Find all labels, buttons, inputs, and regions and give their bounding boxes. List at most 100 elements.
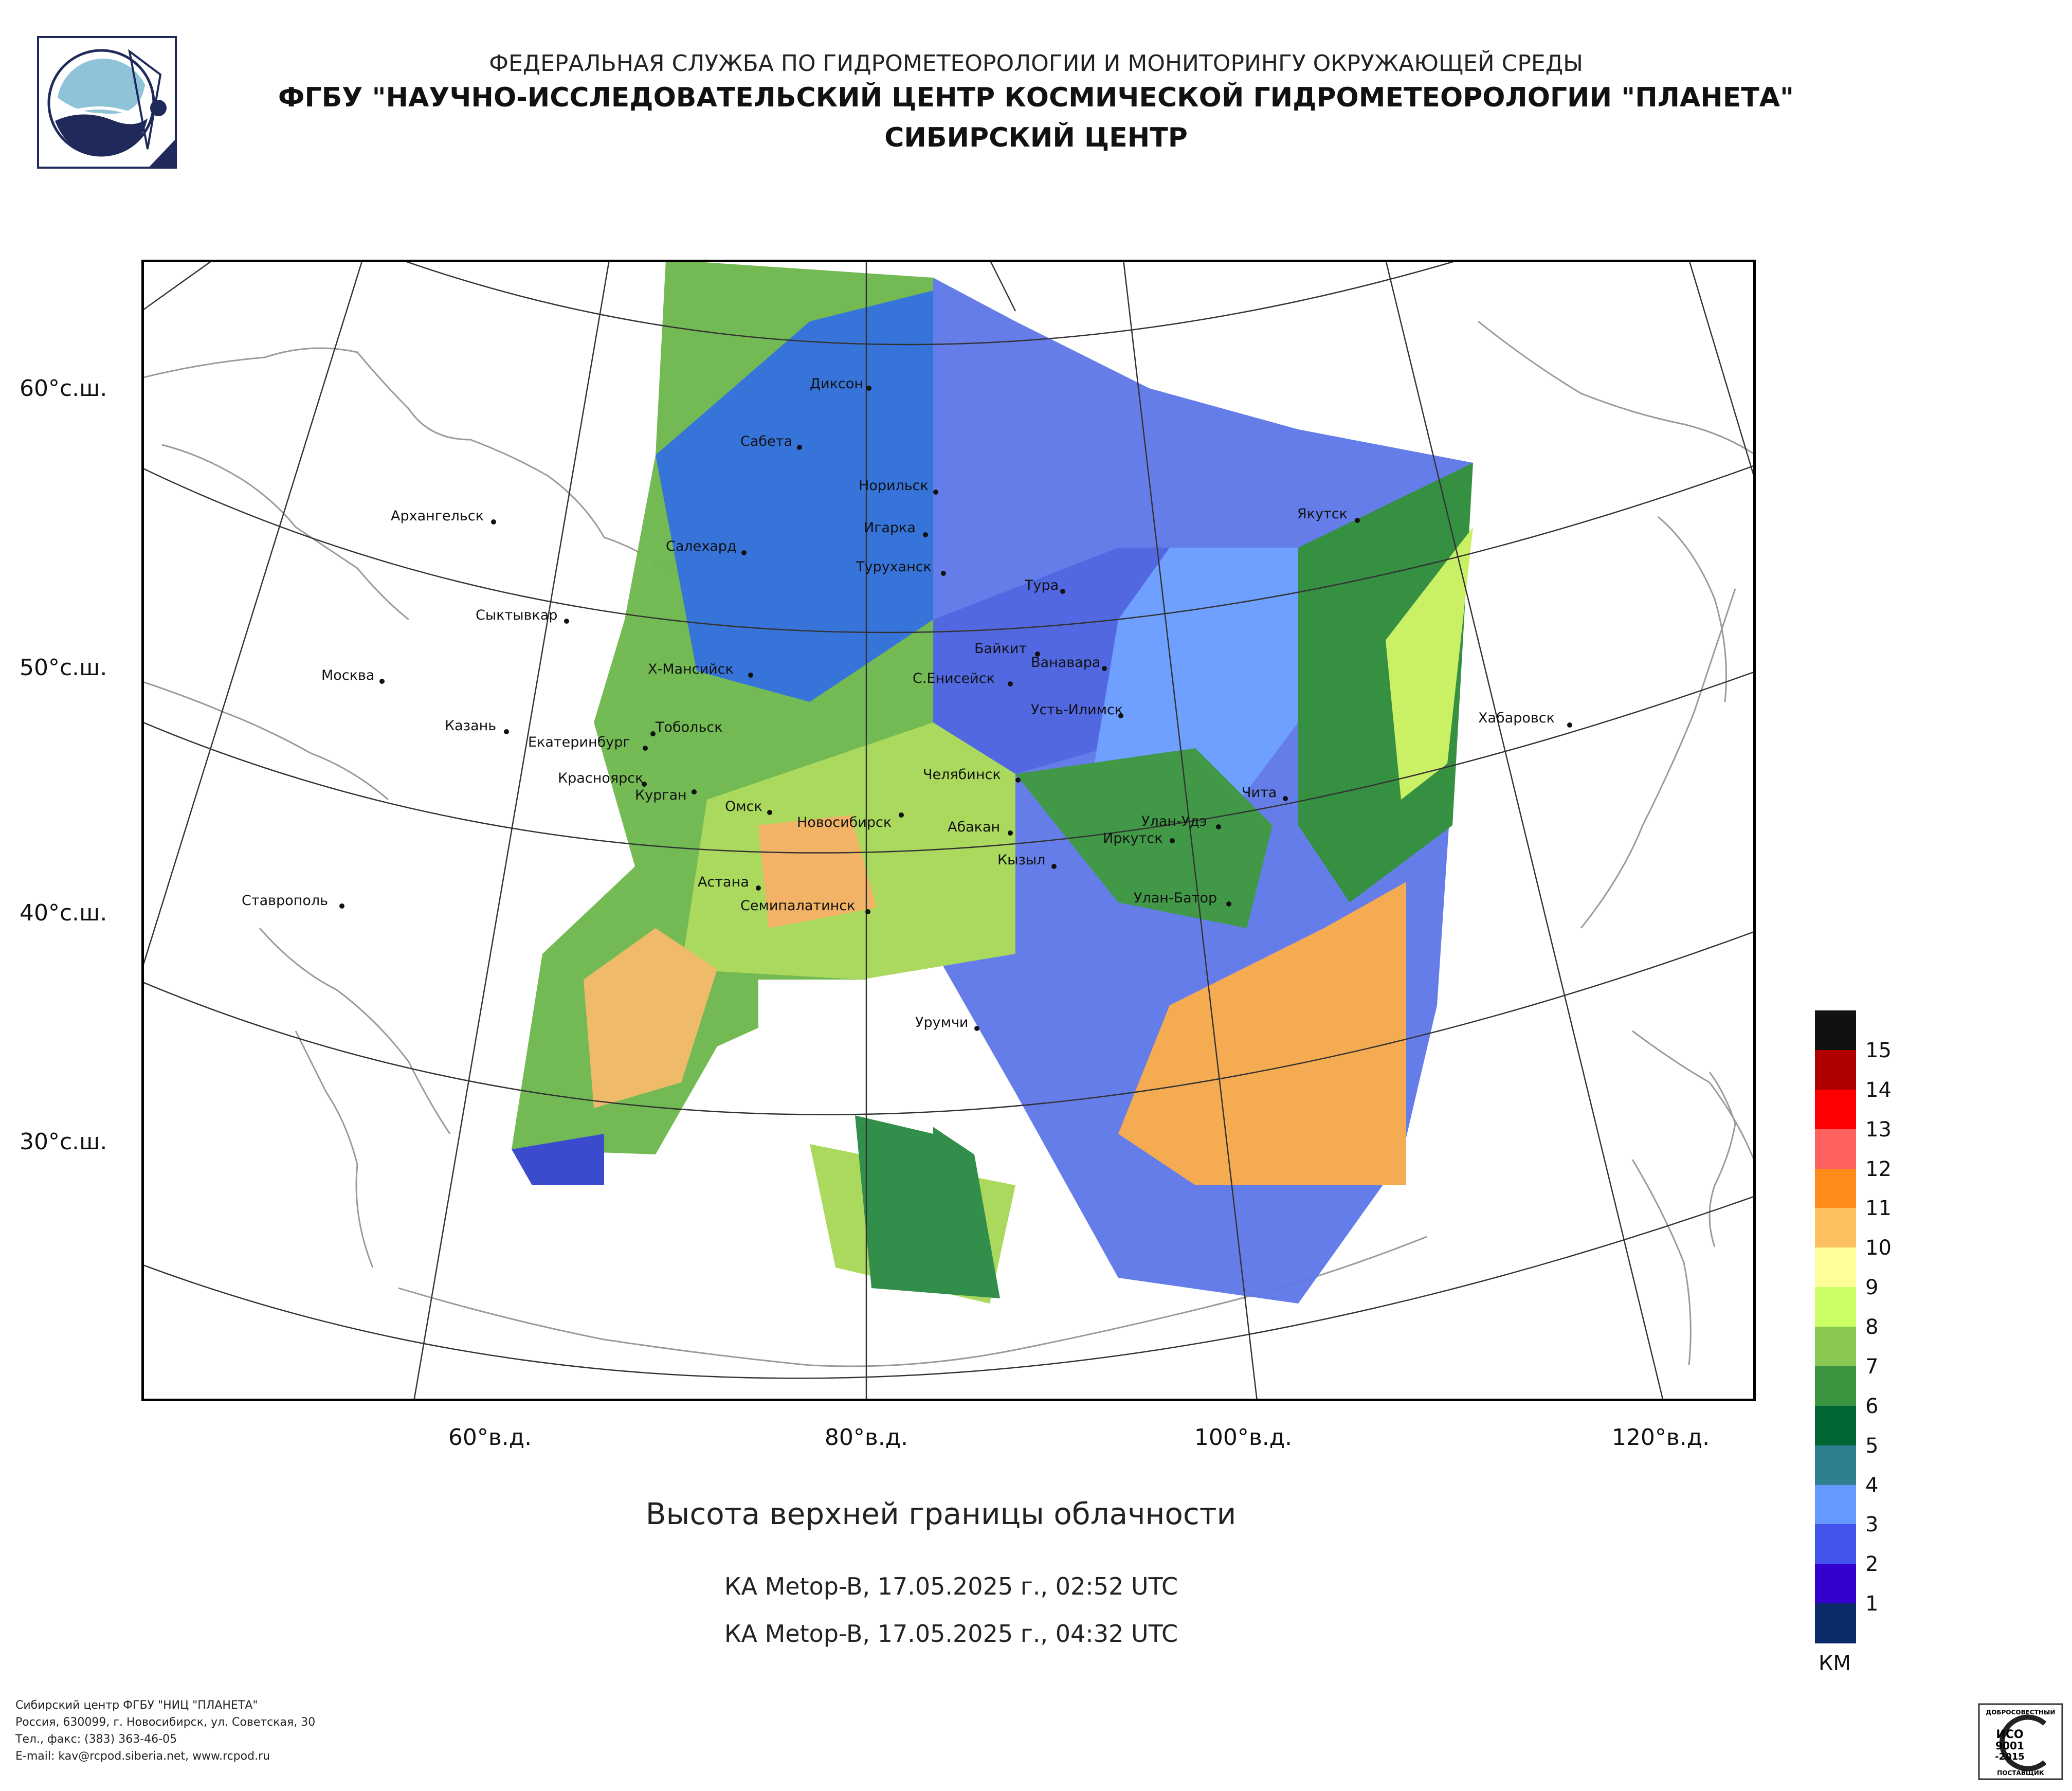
- legend-label: 9: [1865, 1276, 1879, 1300]
- svg-text:Омск: Омск: [725, 799, 762, 815]
- city-urumqi: Урумчи: [915, 1015, 979, 1031]
- legend-swatch: [1815, 1603, 1856, 1643]
- city-s-yeniseysk: С.Енисейск: [913, 671, 1013, 686]
- svg-text:Салехард: Салехард: [666, 538, 737, 554]
- legend-label: 4: [1865, 1473, 1879, 1497]
- footer-line: Россия, 630099, г. Новосибирск, ул. Сове…: [15, 1716, 316, 1729]
- map-frame: [141, 260, 1756, 1401]
- city-kurgan: Курган: [635, 787, 697, 803]
- satellite-swath: [512, 260, 1473, 1304]
- svg-text:Кызыл: Кызыл: [997, 852, 1045, 868]
- svg-text:ДОБРОСОВЕСТНЫЙ: ДОБРОСОВЕСТНЫЙ: [1986, 1708, 2056, 1716]
- city-yakutsk: Якутск: [1297, 506, 1360, 523]
- legend-swatch: [1815, 1129, 1856, 1169]
- city-salekhard: Салехард: [666, 538, 747, 555]
- header-agency: ФЕДЕРАЛЬНАЯ СЛУЖБА ПО ГИДРОМЕТЕОРОЛОГИИ …: [489, 50, 1583, 77]
- city-baykit: Байкит: [974, 641, 1040, 657]
- city-chelyabinsk: Красноярск: [558, 770, 647, 787]
- legend-label: 2: [1865, 1552, 1879, 1577]
- legend-label: 13: [1865, 1117, 1892, 1142]
- svg-text:Казань: Казань: [445, 718, 496, 734]
- city-turukhansk: Туруханск: [856, 559, 946, 576]
- lon-label-120: 120°в.д.: [1611, 1424, 1710, 1451]
- svg-text:Норильск: Норильск: [859, 478, 929, 494]
- header-institute: ФГБУ "НАУЧНО-ИССЛЕДОВАТЕЛЬСКИЙ ЦЕНТР КОС…: [278, 82, 1794, 113]
- legend-label: 10: [1865, 1236, 1892, 1260]
- city-ust-ilimsk: Усть-Илимск: [1031, 702, 1123, 718]
- legend-swatch: [1815, 1050, 1856, 1090]
- city-abakan: Абакан: [948, 819, 1013, 836]
- svg-text:Екатеринбург: Екатеринбург: [528, 734, 630, 750]
- svg-text:Иркутск: Иркутск: [1103, 830, 1163, 846]
- svg-text:Х-Мансийск: Х-Мансийск: [648, 661, 734, 677]
- map-title: Высота верхней границы облачности: [645, 1496, 1237, 1531]
- svg-text:Ванавара: Ванавара: [1031, 655, 1100, 671]
- city-ulan-bator: Улан-Батор: [1134, 890, 1231, 907]
- legend-label: 12: [1865, 1157, 1892, 1181]
- coastline-borders: [141, 320, 1756, 1367]
- city-dikson: Диксон: [810, 376, 871, 392]
- svg-text:9001: 9001: [1995, 1740, 2024, 1752]
- city-stavropol: Ставрополь: [242, 893, 344, 909]
- svg-text:-2015: -2015: [1995, 1751, 2025, 1762]
- legend-label: 14: [1865, 1078, 1892, 1102]
- svg-text:Абакан: Абакан: [948, 819, 1000, 835]
- lat-label-40: 40°с.ш.: [20, 900, 107, 926]
- svg-text:Челябинск: Челябинск: [923, 767, 1001, 783]
- svg-text:Тура: Тура: [1024, 577, 1059, 593]
- legend-swatch: [1815, 1524, 1856, 1565]
- svg-text:Усть-Илимск: Усть-Илимск: [1031, 702, 1123, 718]
- legend-swatch: [1815, 1327, 1856, 1367]
- svg-text:Туруханск: Туруханск: [856, 559, 932, 575]
- svg-text:Байкит: Байкит: [974, 641, 1027, 657]
- legend-swatch: [1815, 1287, 1856, 1327]
- planeta-logo-icon: [37, 36, 177, 169]
- city-yekaterinburg: Екатеринбург: [528, 734, 648, 751]
- svg-text:Ставрополь: Ставрополь: [242, 893, 328, 909]
- satellite-pass-1: КА Metop-B, 17.05.2025 г., 02:52 UTC: [724, 1572, 1178, 1600]
- svg-text:Семипалатинск: Семипалатинск: [740, 898, 855, 914]
- city-kazan: Казань: [445, 718, 509, 734]
- footer-line: Сибирский центр ФГБУ "НИЦ "ПЛАНЕТА": [15, 1699, 258, 1712]
- svg-text:Москва: Москва: [321, 667, 374, 683]
- svg-text:Чита: Чита: [1242, 785, 1277, 801]
- city-semipalatinsk: Семипалатинск: [740, 898, 870, 914]
- footer-line: E-mail: kav@rcpod.siberia.net, www.rcpod…: [15, 1750, 270, 1763]
- city-moscow: Москва: [321, 667, 385, 684]
- city-omsk: Омск: [725, 799, 772, 815]
- svg-text:Курган: Курган: [635, 787, 687, 803]
- legend-swatch: [1815, 1366, 1856, 1406]
- city-norilsk: Норильск: [859, 478, 938, 495]
- city-tobolsk: Тобольск: [650, 719, 723, 736]
- legend-swatch: [1815, 1405, 1856, 1446]
- lat-label-30: 30°с.ш.: [20, 1129, 107, 1155]
- svg-text:Тобольск: Тобольск: [655, 719, 723, 735]
- city-khanty-mansiysk: Х-Мансийск: [648, 661, 753, 678]
- legend-swatch: [1815, 1445, 1856, 1486]
- header-center: СИБИРСКИЙ ЦЕНТР: [884, 122, 1188, 153]
- svg-text:Диксон: Диксон: [810, 376, 863, 392]
- footer-contacts: Сибирский центр ФГБУ "НИЦ "ПЛАНЕТА" Росс…: [15, 1697, 315, 1765]
- legend-swatch: [1815, 1010, 1856, 1051]
- svg-text:Якутск: Якутск: [1297, 506, 1348, 522]
- svg-text:Сабета: Сабета: [740, 433, 792, 449]
- height-legend: [1815, 1010, 1856, 1643]
- city-kyzyl: Кызыл: [997, 852, 1057, 869]
- legend-label: 1: [1865, 1592, 1879, 1616]
- city-igarka: Игарка: [864, 520, 928, 537]
- svg-text:ИСО: ИСО: [1996, 1728, 2023, 1741]
- lat-label-50: 50°с.ш.: [20, 655, 107, 681]
- legend-label: 6: [1865, 1394, 1879, 1418]
- legend-swatch: [1815, 1564, 1856, 1604]
- city-irkutsk: Иркутск: [1103, 830, 1175, 846]
- legend-swatch: [1815, 1247, 1856, 1288]
- city-krasnoyarsk: Челябинск: [923, 767, 1021, 783]
- city-markers: Диксон Сабета Норильск Архангельск Салех…: [242, 376, 1572, 1031]
- legend-label: 8: [1865, 1315, 1879, 1339]
- svg-text:Улан-Удэ: Улан-Удэ: [1141, 813, 1207, 829]
- svg-text:Хабаровск: Хабаровск: [1478, 710, 1555, 726]
- city-sabeta: Сабета: [740, 433, 802, 450]
- legend-unit: КМ: [1819, 1652, 1851, 1675]
- svg-text:ПОСТАВЩИК: ПОСТАВЩИК: [1997, 1769, 2044, 1777]
- legend-label: 11: [1865, 1197, 1892, 1221]
